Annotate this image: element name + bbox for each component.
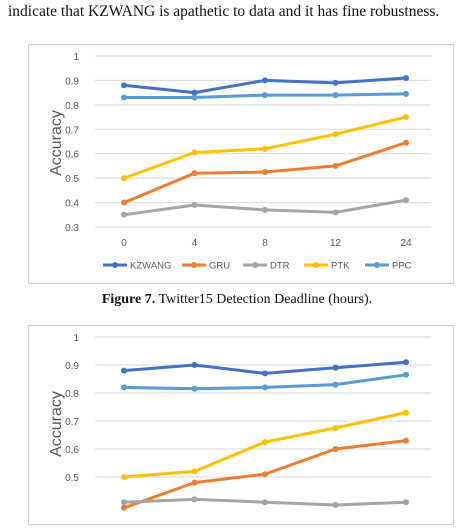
figure-caption: Figure 7. Twitter15 Detection Deadline (… <box>0 292 474 308</box>
data-point-dtr <box>121 211 127 218</box>
data-point-gru <box>262 169 268 176</box>
legend-marker-ptk <box>313 262 319 268</box>
data-point-ptk <box>262 145 268 152</box>
data-point-dtr <box>191 202 198 209</box>
legend-label-gru: GRU <box>209 261 230 272</box>
data-point-ptk <box>121 474 127 480</box>
data-point-gru <box>191 170 198 177</box>
data-point-ptk <box>121 175 127 182</box>
data-point-ppc <box>403 371 409 378</box>
data-point-ppc <box>332 381 339 388</box>
y-tick-label: 0.4 <box>65 199 79 210</box>
x-tick-label: 8 <box>262 238 268 249</box>
line-chart-figure-7: 1 0.9 0.8 0.7 0.6 0.5 0.4 0.3 Accuracy 0 4 8 12 24 KZW… <box>48 52 431 272</box>
legend-label-ppc: PPC <box>392 261 412 272</box>
x-tick-label: 24 <box>400 238 412 249</box>
data-point-kzwang <box>403 359 409 366</box>
intro-text: indicate that KZWANG is apathetic to dat… <box>8 3 440 20</box>
data-point-dtr <box>262 206 268 213</box>
data-point-kzwang <box>121 367 127 374</box>
y-tick-label: 0.3 <box>65 223 79 234</box>
data-point-kzwang <box>403 74 409 81</box>
y-axis-label: Accuracy <box>48 110 65 176</box>
y-axis-label: Accuracy <box>48 391 65 457</box>
figure-label: Figure 7. <box>101 292 156 307</box>
data-point-dtr <box>403 197 409 204</box>
data-point-ptk <box>191 468 198 475</box>
y-tick-label: 0.5 <box>65 473 79 484</box>
data-point-gru <box>191 479 198 486</box>
y-tick-label: 0.6 <box>65 150 79 161</box>
data-point-dtr <box>262 499 268 506</box>
data-point-kzwang <box>332 364 339 371</box>
y-tick-label: 0.6 <box>65 445 79 456</box>
data-point-dtr <box>121 499 127 506</box>
data-point-kzwang <box>191 89 198 96</box>
line-chart-second: 1 0.9 0.8 0.7 0.6 0.5 Accuracy <box>48 333 431 511</box>
y-tick-label: 0.9 <box>65 361 79 372</box>
legend-marker-dtr <box>252 262 258 268</box>
data-point-dtr <box>403 499 409 506</box>
legend-label-ptk: PTK <box>331 261 350 272</box>
chart-frame-second: 1 0.9 0.8 0.7 0.6 0.5 Accuracy <box>28 325 454 525</box>
data-point-kzwang <box>121 82 127 89</box>
y-tick-label: 0.8 <box>65 101 79 112</box>
y-tick-label: 1 <box>73 333 79 344</box>
data-point-kzwang <box>191 362 198 368</box>
legend-label-kzwang: KZWANG <box>130 261 171 272</box>
data-point-ptk <box>262 439 268 445</box>
x-tick-label: 12 <box>330 238 342 249</box>
y-tick-label: 0.5 <box>65 174 79 185</box>
data-point-ppc <box>262 92 268 99</box>
x-tick-label: 4 <box>192 238 198 249</box>
legend-label-dtr: DTR <box>270 261 290 272</box>
legend-marker-gru <box>191 262 197 268</box>
data-point-ptk <box>332 131 339 138</box>
y-tick-label: 1 <box>73 52 79 63</box>
data-point-ppc <box>191 94 198 101</box>
data-point-ppc <box>121 94 127 101</box>
data-point-dtr <box>191 496 198 503</box>
data-point-kzwang <box>262 77 268 84</box>
legend-marker-kzwang <box>112 262 118 268</box>
x-tick-label: 0 <box>121 238 127 249</box>
data-point-ppc <box>191 385 198 392</box>
data-point-kzwang <box>262 370 268 377</box>
data-point-ppc <box>332 92 339 99</box>
data-point-gru <box>262 471 268 478</box>
data-point-gru <box>403 437 409 444</box>
data-point-dtr <box>332 502 339 508</box>
data-point-ptk <box>191 149 198 156</box>
data-point-gru <box>403 139 409 146</box>
y-tick-label: 0.9 <box>65 76 79 87</box>
data-point-ptk <box>403 409 409 416</box>
data-point-gru <box>121 199 127 206</box>
y-tick-label: 0.8 <box>65 389 79 400</box>
figure-caption-text: Twitter15 Detection Deadline (hours). <box>158 292 373 307</box>
y-tick-label: 0.7 <box>65 125 79 136</box>
data-point-ppc <box>121 384 127 391</box>
data-point-gru <box>332 162 339 169</box>
data-point-ptk <box>332 425 339 431</box>
data-point-kzwang <box>332 79 339 86</box>
data-point-ptk <box>403 114 409 121</box>
data-point-ppc <box>403 90 409 97</box>
data-point-dtr <box>332 209 339 216</box>
data-point-ppc <box>262 384 268 391</box>
legend-marker-ppc <box>374 262 380 268</box>
y-tick-label: 0.7 <box>65 417 79 428</box>
chart-frame-figure-7: 1 0.9 0.8 0.7 0.6 0.5 0.4 0.3 Accuracy 0 4 8 12 24 KZW… <box>28 44 454 284</box>
data-point-gru <box>332 446 339 452</box>
